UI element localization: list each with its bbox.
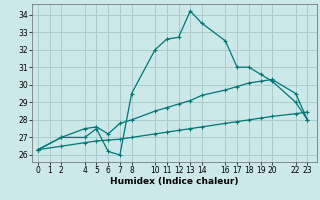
X-axis label: Humidex (Indice chaleur): Humidex (Indice chaleur) [110, 177, 239, 186]
